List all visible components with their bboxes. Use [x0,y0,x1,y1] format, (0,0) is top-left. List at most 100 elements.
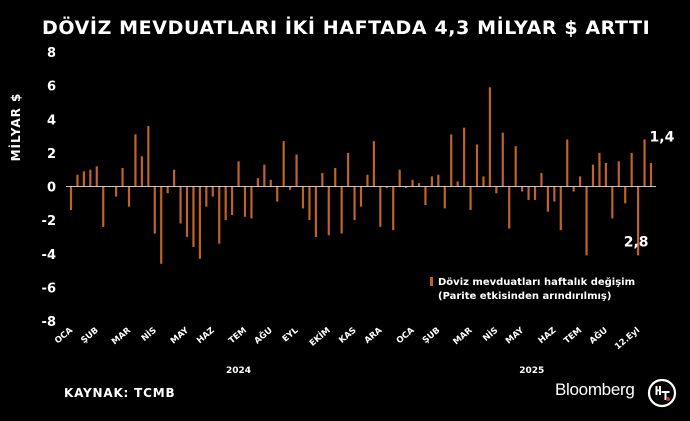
bar [140,156,143,187]
bar [256,178,259,187]
bar [211,186,214,197]
bar [411,179,414,187]
bar [514,146,517,187]
bar [366,174,369,187]
x-tick-label: AĞU [251,324,274,346]
bar [321,173,324,187]
x-tick-label: MAR [110,325,133,347]
bar [475,144,479,187]
bar [243,186,247,217]
bar [192,186,195,248]
y-tick-label: 2 [47,147,56,162]
bar [424,186,427,205]
bar [508,186,511,229]
data-label: 1,4 [650,129,675,145]
bar [617,161,620,187]
y-tick-label: -8 [42,315,56,330]
x-tick-label: MAY [169,325,192,346]
bar [598,152,601,187]
x-tick-label: 12.Eyl [613,326,642,353]
bar [121,168,124,187]
bar [527,186,530,200]
bloomberg-ht-logo-icon [647,378,677,408]
bar [566,139,569,187]
y-tick-label: -2 [42,214,56,229]
chart-title: DÖVİZ MEVDUATLARI İKİ HAFTADA 4,3 MİLYAR… [42,17,651,39]
bar [89,169,92,187]
x-tick-label: TEM [562,326,584,347]
bar [604,162,607,187]
x-tick-label: ŞUB [421,326,442,346]
x-tick-label: NİS [139,325,159,344]
bar [237,161,240,187]
y-tick-label: 0 [47,181,56,196]
bar [147,125,150,187]
x-tick-label: ARA [363,325,385,346]
bar [205,186,208,207]
y-tick-label: 8 [47,46,56,61]
x-tick-label: EYL [281,325,301,344]
bloomberg-logo: Bloomberg [555,380,635,399]
bar [166,186,169,194]
bar [102,186,105,227]
bar [643,139,646,187]
legend-swatch [430,277,433,286]
x-tick-label: KAS [337,326,358,346]
bar [443,186,446,209]
bar [501,132,504,187]
bar [179,186,182,224]
bar [521,186,524,192]
bar [456,181,459,187]
bar [134,134,137,187]
x-tick-label: AĞU [586,324,609,346]
bar [585,186,588,256]
bar [392,186,395,231]
legend-sublabel: (Parite etkisinden arındırılmış) [438,291,611,302]
bar [218,186,221,244]
bar [82,171,85,187]
bar [269,179,272,187]
bar [250,186,253,219]
bar [385,186,388,189]
bar [559,186,562,231]
bar [301,186,305,209]
bar [637,186,640,256]
x-tick-label: TEM [227,326,249,347]
x-tick-label: HAZ [195,326,217,346]
bar [572,186,575,192]
bar [463,127,466,187]
bar [488,87,491,187]
bar [185,186,189,237]
bars [69,87,653,264]
y-axis-label: MİLYAR $ [8,93,23,162]
bar [579,176,582,187]
bar [160,186,163,264]
bar [372,141,375,187]
bar [417,183,421,187]
bar [540,173,543,187]
y-tick-label: 6 [47,80,56,95]
bar [482,176,485,187]
bar [546,186,549,212]
bar [405,186,408,189]
year-label: 2025 [519,366,544,376]
bar [624,186,627,204]
bar [115,186,118,197]
y-tick-label: 4 [47,113,56,128]
y-tick-label: -6 [42,281,56,296]
bar [430,176,433,187]
bar [353,186,356,221]
bar [359,186,363,207]
bar [314,186,317,237]
bar [591,164,595,187]
bar [327,186,330,236]
bar [153,186,156,234]
bar [198,186,201,259]
source-note: KAYNAK: TCMB [64,386,176,400]
bar [379,186,382,227]
bar [263,164,266,187]
bar [469,186,472,211]
bar [340,186,343,234]
year-label: 2024 [226,366,251,376]
